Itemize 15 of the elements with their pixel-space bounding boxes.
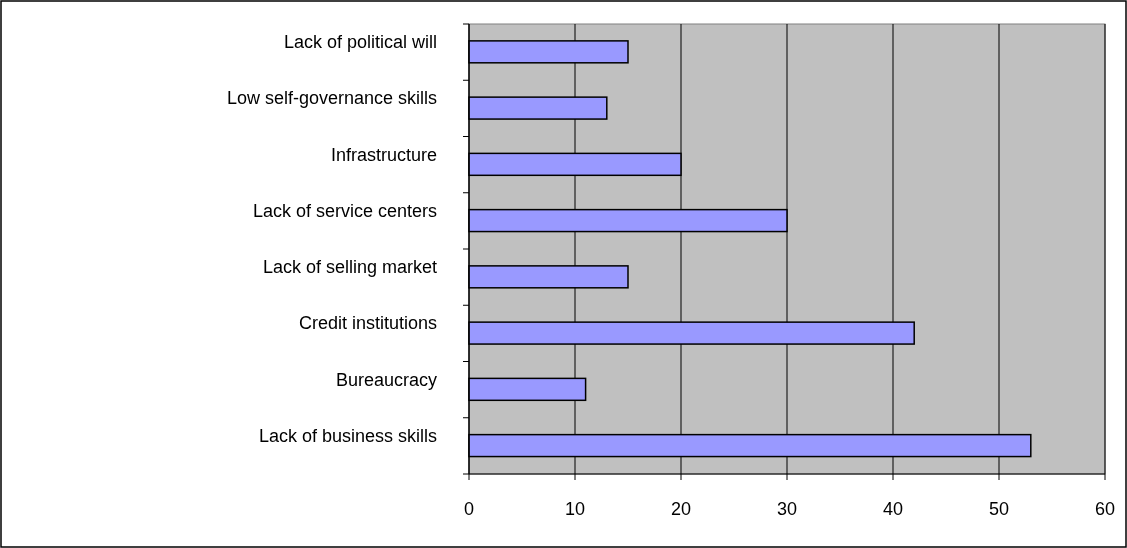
y-tick-label: Infrastructure	[330, 144, 437, 165]
y-tick-label: Lack of business skills	[258, 425, 437, 446]
x-tick-label: 60	[1094, 499, 1116, 519]
x-tick-label: 50	[988, 499, 1010, 519]
y-tick-label: Credit institutions	[298, 313, 437, 334]
y-tick-label: Lack of service centers	[252, 200, 437, 221]
y-tick-label: Lack of selling market	[262, 257, 437, 278]
y-tick-label: Low self-governance skills	[226, 88, 437, 109]
x-tick-label: 40	[882, 499, 904, 519]
y-tick-label: Lack of political will	[283, 32, 437, 53]
x-tick-label: 0	[463, 499, 475, 519]
x-tick-label: 10	[564, 499, 586, 519]
x-tick-label: 20	[670, 499, 692, 519]
x-tick-label: 30	[776, 499, 798, 519]
y-tick-label: Bureaucracy	[335, 369, 437, 390]
